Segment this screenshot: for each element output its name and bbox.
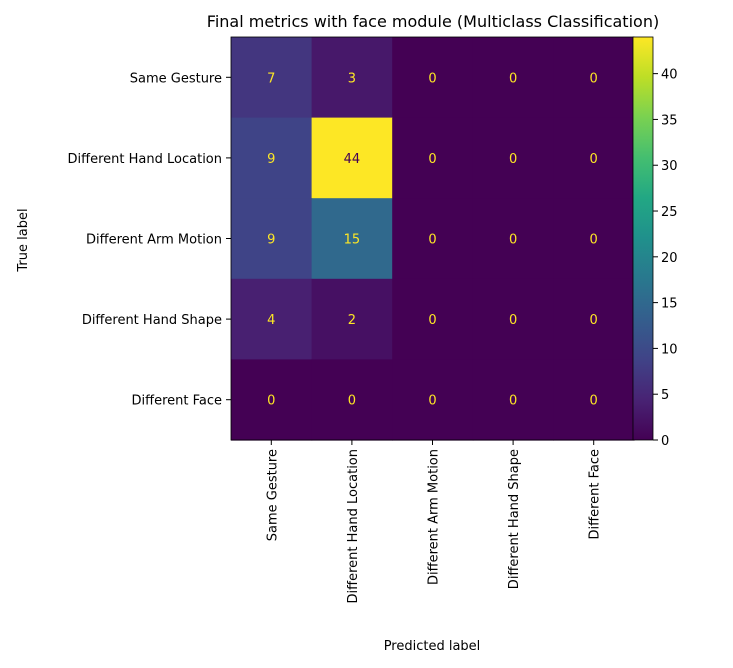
heatmap-cell-r0-c1 bbox=[311, 37, 393, 119]
heatmap-cell-r3-c0 bbox=[231, 278, 313, 360]
cell-value-label: 0 bbox=[428, 71, 436, 86]
heatmap-cell-r2-c4 bbox=[553, 198, 635, 280]
colorbar-tick-label: 35 bbox=[661, 113, 678, 128]
colorbar-tick-label: 10 bbox=[661, 342, 678, 357]
heatmap-cells bbox=[230, 36, 635, 441]
x-axis-label: Predicted label bbox=[384, 639, 481, 654]
cell-value-label: 0 bbox=[509, 313, 517, 328]
cell-value-label: 44 bbox=[344, 152, 361, 167]
y-tick-label: Different Hand Shape bbox=[82, 313, 222, 328]
colorbar-tick-label: 40 bbox=[661, 68, 678, 83]
heatmap-cell-r0-c4 bbox=[553, 37, 635, 119]
heatmap-cell-r3-c1 bbox=[311, 278, 393, 360]
cell-value-label: 9 bbox=[267, 152, 275, 167]
heatmap-cell-r4-c1 bbox=[311, 359, 393, 441]
cell-value-label: 0 bbox=[590, 313, 598, 328]
colorbar-tick-label: 15 bbox=[661, 297, 678, 312]
colorbar-tick-label: 5 bbox=[661, 388, 669, 403]
heatmap-cell-r3-c3 bbox=[472, 278, 554, 360]
cell-value-label: 0 bbox=[428, 394, 436, 409]
x-tick-label: Different Hand Shape bbox=[507, 449, 522, 589]
cell-value-label: 2 bbox=[348, 313, 356, 328]
colorbar-tick-label: 20 bbox=[661, 251, 678, 266]
cell-value-label: 0 bbox=[590, 71, 598, 86]
colorbar-tick-label: 25 bbox=[661, 205, 678, 220]
y-tick-label: Different Face bbox=[132, 394, 223, 409]
x-tick-label: Different Face bbox=[588, 449, 603, 540]
heatmap-cell-r4-c4 bbox=[553, 359, 635, 441]
cell-value-label: 0 bbox=[348, 394, 356, 409]
heatmap-cell-r4-c2 bbox=[392, 359, 474, 441]
cell-value-label: 15 bbox=[344, 233, 361, 248]
cell-value-label: 3 bbox=[348, 71, 356, 86]
chart-title: Final metrics with face module (Multicla… bbox=[207, 12, 659, 31]
cell-value-label: 0 bbox=[509, 394, 517, 409]
cell-value-label: 0 bbox=[428, 313, 436, 328]
heatmap-cell-r0-c3 bbox=[472, 37, 554, 119]
y-tick-label: Different Arm Motion bbox=[86, 233, 222, 248]
x-axis: Same Gesture Different Hand Location Diffe… bbox=[265, 440, 603, 603]
heatmap-cell-r4-c0 bbox=[231, 359, 313, 441]
heatmap-cell-r3-c2 bbox=[392, 278, 474, 360]
heatmap-cell-r1-c3 bbox=[472, 117, 554, 199]
heatmap-cell-r4-c3 bbox=[472, 359, 554, 441]
colorbar-tick-label: 0 bbox=[661, 434, 669, 449]
colorbar: 0 5 10 15 20 25 30 35 40 bbox=[632, 36, 678, 449]
heatmap-cell-r1-c0 bbox=[231, 117, 313, 199]
heatmap-cell-r0-c2 bbox=[392, 37, 474, 119]
cell-value-label: 9 bbox=[267, 233, 275, 248]
y-axis: Same Gesture Different Hand Location Diffe… bbox=[68, 71, 231, 409]
cell-value-label: 0 bbox=[428, 152, 436, 167]
y-tick-label: Same Gesture bbox=[130, 71, 222, 86]
y-axis-label: True label bbox=[16, 208, 31, 272]
heatmap-cell-r2-c3 bbox=[472, 198, 554, 280]
cell-value-label: 4 bbox=[267, 313, 275, 328]
cell-value-label: 7 bbox=[267, 71, 275, 86]
cell-value-label: 0 bbox=[590, 394, 598, 409]
cell-value-label: 0 bbox=[590, 152, 598, 167]
x-tick-label: Different Arm Motion bbox=[427, 449, 442, 585]
heatmap-cell-r2-c1 bbox=[311, 198, 393, 280]
heatmap-cell-r2-c0 bbox=[231, 198, 313, 280]
cell-value-label: 0 bbox=[509, 71, 517, 86]
heatmap-cell-r3-c4 bbox=[553, 278, 635, 360]
cell-value-label: 0 bbox=[428, 233, 436, 248]
cell-value-label: 0 bbox=[509, 233, 517, 248]
x-tick-label: Same Gesture bbox=[265, 449, 280, 541]
colorbar-gradient bbox=[632, 36, 654, 441]
cell-value-label: 0 bbox=[590, 233, 598, 248]
heatmap-cell-labels: 7 3 0 0 0 9 44 0 0 0 9 15 0 0 0 4 2 0 0 0 0 0 0 0 0 bbox=[267, 71, 598, 408]
y-tick-label: Different Hand Location bbox=[68, 152, 222, 167]
heatmap-cell-r1-c1 bbox=[311, 117, 393, 199]
heatmap-cell-r0-c0 bbox=[231, 37, 313, 119]
cell-value-label: 0 bbox=[267, 394, 275, 409]
colorbar-tick-label: 30 bbox=[661, 159, 678, 174]
heatmap-cell-r1-c2 bbox=[392, 117, 474, 199]
heatmap-cell-r1-c4 bbox=[553, 117, 635, 199]
cell-value-label: 0 bbox=[509, 152, 517, 167]
x-tick-label: Different Hand Location bbox=[346, 449, 361, 603]
heatmap-cell-r2-c2 bbox=[392, 198, 474, 280]
